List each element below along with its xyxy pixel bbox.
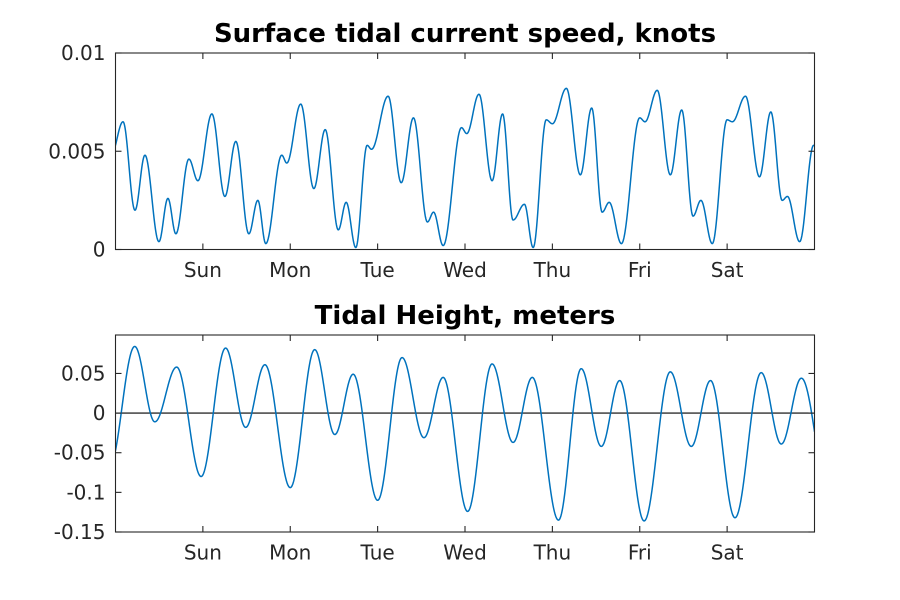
x-tick-label: Tue: [360, 258, 395, 282]
tidal-height-curve: [115, 345, 815, 522]
x-tick-label: Sun: [184, 541, 222, 565]
y-tick-label: 0: [93, 238, 106, 262]
y-tick-label: 0.01: [61, 41, 106, 65]
tidal-height-chart-title: Tidal Height, meters: [315, 301, 616, 331]
y-tick-label: 0.005: [48, 139, 105, 163]
x-tick-label: Sat: [711, 541, 744, 565]
x-tick-label: Thu: [533, 258, 572, 282]
x-tick-label: Mon: [269, 258, 311, 282]
current-speed-chart: Surface tidal current speed, knots Sun Mo…: [48, 19, 816, 282]
x-tick-label: Fri: [628, 258, 652, 282]
x-tick-label: Mon: [269, 541, 311, 565]
y-tick-label: 0: [93, 401, 106, 425]
y-tick-label: -0.15: [54, 520, 106, 544]
current-speed-chart-title: Surface tidal current speed, knots: [214, 19, 716, 49]
x-tick-label: Wed: [443, 258, 487, 282]
current-speed-axes: Sun Mon Tue Wed Thu Fri Sat 0 0.005 0.01: [48, 41, 816, 282]
axes-box: [114, 52, 816, 251]
x-tick-label: Wed: [443, 541, 487, 565]
x-tick-label: Sat: [711, 258, 744, 282]
y-tick-label: -0.1: [66, 480, 105, 504]
x-tick-label: Sun: [184, 258, 222, 282]
x-tick-label: Fri: [628, 541, 652, 565]
x-tick-label: Tue: [360, 541, 395, 565]
x-tick-label: Thu: [533, 541, 572, 565]
current-speed-curve: [115, 87, 815, 249]
y-tick-label: -0.05: [54, 441, 106, 465]
tidal-height-chart: Tidal Height, meters Sun Mon Tue Wed Thu Fri S…: [54, 301, 816, 565]
y-tick-label: 0.05: [61, 361, 106, 385]
tidal-height-axes: Sun Mon Tue Wed Thu Fri Sat 0.05 0 -0.05 -0.1 -0.15: [54, 334, 816, 565]
